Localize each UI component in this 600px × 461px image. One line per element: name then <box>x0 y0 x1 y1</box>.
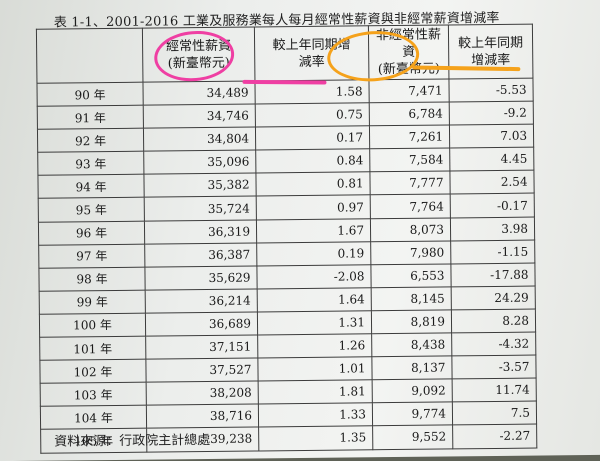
header-regular-wage-unit: (新臺幣元) <box>167 55 230 71</box>
row-year: 91 年 <box>37 105 144 130</box>
row-regular-change: 0.17 <box>255 125 370 151</box>
row-irregular-change: -4.32 <box>451 332 536 357</box>
row-irregular-wage: 7,584 <box>369 148 450 173</box>
row-irregular-wage: 7,764 <box>370 194 451 219</box>
row-regular-wage: 36,387 <box>144 242 257 267</box>
row-regular-change: 1.35 <box>258 426 373 451</box>
table-header-row: 經常性薪資 (新臺幣元) 較上年同期增減率 非經常性薪資 (新臺幣元) 較上年同… <box>36 24 533 84</box>
row-regular-change: 1.67 <box>256 218 371 243</box>
header-irregular-change-label: 較上年同期增減率 <box>457 35 524 68</box>
row-regular-change: 1.31 <box>257 310 372 336</box>
header-irregular-change: 較上年同期增減率 <box>448 24 533 79</box>
row-regular-change: 0.81 <box>255 172 371 197</box>
row-regular-change: 1.26 <box>257 333 372 359</box>
row-irregular-change: 7.03 <box>449 124 534 149</box>
row-regular-wage: 36,214 <box>145 288 258 314</box>
row-regular-change: 0.75 <box>255 102 370 128</box>
header-year <box>36 28 143 84</box>
row-irregular-wage: 8,145 <box>371 286 452 311</box>
row-regular-change: 0.97 <box>256 195 371 220</box>
row-irregular-change: -5.53 <box>448 78 534 103</box>
row-year: 98 年 <box>38 266 146 292</box>
row-irregular-change: -9.2 <box>449 101 534 126</box>
row-regular-wage: 37,527 <box>145 358 259 383</box>
row-irregular-wage: 9,092 <box>372 379 453 404</box>
row-year: 97 年 <box>38 243 145 269</box>
row-year: 102 年 <box>39 359 147 384</box>
row-irregular-wage: 7,980 <box>370 240 451 265</box>
row-regular-wage: 35,629 <box>144 265 258 290</box>
row-irregular-wage: 9,552 <box>372 425 453 450</box>
wage-table: 經常性薪資 (新臺幣元) 較上年同期增減率 非經常性薪資 (新臺幣元) 較上年同… <box>36 24 537 454</box>
row-regular-wage: 35,724 <box>144 196 257 221</box>
row-irregular-change: 8.28 <box>451 308 536 333</box>
row-year: 104 年 <box>40 405 147 430</box>
row-irregular-wage: 8,438 <box>371 332 452 357</box>
row-regular-change: 0.84 <box>255 149 370 174</box>
header-regular-wage-label: 經常性薪資 <box>166 38 232 54</box>
row-irregular-change: -17.88 <box>450 262 536 287</box>
row-regular-wage: 36,319 <box>144 219 257 244</box>
row-regular-wage: 38,716 <box>146 404 259 429</box>
row-year: 93 年 <box>37 151 144 176</box>
row-irregular-change: 11.74 <box>452 378 537 403</box>
source-note: 資料來源：行政院主計總處 <box>54 432 211 450</box>
header-irregular-wage-unit: (新臺幣元) <box>377 61 441 78</box>
row-irregular-change: -0.17 <box>450 193 535 218</box>
row-irregular-wage: 6,784 <box>369 102 450 126</box>
row-regular-wage: 34,746 <box>143 104 256 129</box>
row-regular-change: 0.19 <box>256 241 371 266</box>
row-regular-wage: 36,689 <box>145 311 258 337</box>
row-year: 90 年 <box>36 82 144 107</box>
row-irregular-wage: 8,137 <box>371 356 453 380</box>
row-irregular-change: -3.57 <box>451 355 537 380</box>
row-regular-wage: 34,489 <box>142 80 256 106</box>
row-irregular-change: 4.45 <box>449 147 534 172</box>
row-year: 96 年 <box>38 220 145 245</box>
row-irregular-wage: 8,073 <box>370 217 451 242</box>
row-irregular-change: -2.27 <box>452 424 537 449</box>
row-irregular-wage: 8,819 <box>371 309 452 334</box>
row-irregular-change: 3.98 <box>450 216 535 241</box>
row-year: 101 年 <box>39 336 146 361</box>
row-year: 92 年 <box>37 128 144 153</box>
row-irregular-wage: 7,777 <box>369 171 451 196</box>
row-regular-change: 1.64 <box>257 287 372 312</box>
row-irregular-wage: 7,261 <box>369 125 450 150</box>
header-irregular-wage-label: 非經常性薪資 <box>375 27 442 60</box>
row-regular-change: -2.08 <box>256 264 372 289</box>
header-irregular-wage: 非經常性薪資 (新臺幣元) <box>368 24 449 80</box>
row-regular-wage: 37,151 <box>145 335 258 360</box>
header-regular-change-label: 較上年同期增減率 <box>272 36 351 70</box>
row-regular-wage: 38,208 <box>146 381 259 406</box>
header-regular-wage: 經常性薪資 (新臺幣元) <box>142 26 255 83</box>
row-irregular-wage: 9,774 <box>372 402 453 427</box>
row-regular-wage: 35,096 <box>143 150 256 175</box>
row-irregular-change: 2.54 <box>449 170 535 195</box>
row-irregular-wage: 7,471 <box>368 78 450 103</box>
row-regular-wage: 35,382 <box>143 173 257 198</box>
header-regular-change: 較上年同期增減率 <box>254 25 369 81</box>
row-regular-change: 1.33 <box>258 403 373 428</box>
row-regular-change: 1.81 <box>258 379 373 405</box>
row-year: 95 年 <box>38 197 145 222</box>
row-year: 100 年 <box>39 313 146 338</box>
row-year: 99 年 <box>39 289 146 315</box>
row-irregular-change: -1.15 <box>450 239 535 264</box>
row-year: 94 年 <box>37 174 145 199</box>
row-irregular-change: 7.5 <box>452 401 537 426</box>
row-irregular-change: 24.29 <box>451 285 536 310</box>
row-regular-change: 1.58 <box>254 79 370 105</box>
row-regular-change: 1.01 <box>257 356 373 382</box>
row-regular-wage: 34,804 <box>143 127 256 152</box>
row-irregular-wage: 6,553 <box>370 263 452 288</box>
row-year: 103 年 <box>40 382 147 407</box>
